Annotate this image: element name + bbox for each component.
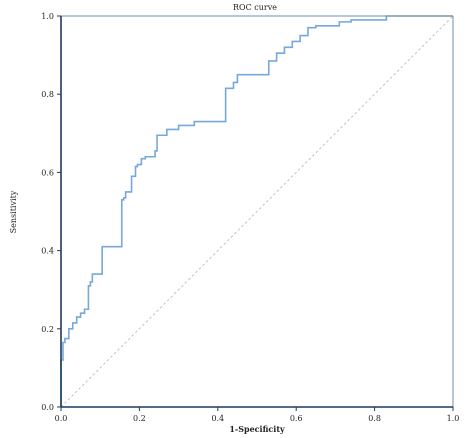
x-tick-label: 0.4 — [211, 414, 224, 423]
x-axis-label: 1-Specificity — [229, 424, 285, 434]
x-tick-label: 0.0 — [55, 414, 68, 423]
y-tick-label: 0.0 — [41, 403, 54, 412]
y-tick-label: 0.8 — [41, 90, 54, 99]
y-tick-label: 0.2 — [41, 325, 54, 334]
roc-curve-line — [60, 15, 453, 407]
y-tick-label: 0.4 — [41, 247, 54, 256]
y-tick-label: 0.6 — [41, 168, 54, 177]
y-axis-label: Sensitivity — [9, 190, 18, 233]
x-tick-label: 1.0 — [447, 414, 460, 423]
chart-title: ROC curve — [233, 3, 277, 12]
x-tick-label: 0.2 — [133, 414, 146, 423]
y-tick-label: 1.0 — [41, 12, 54, 21]
reference-diagonal-line — [60, 15, 454, 408]
x-tick-label: 0.6 — [290, 414, 303, 423]
x-tick-label: 0.8 — [368, 414, 381, 423]
